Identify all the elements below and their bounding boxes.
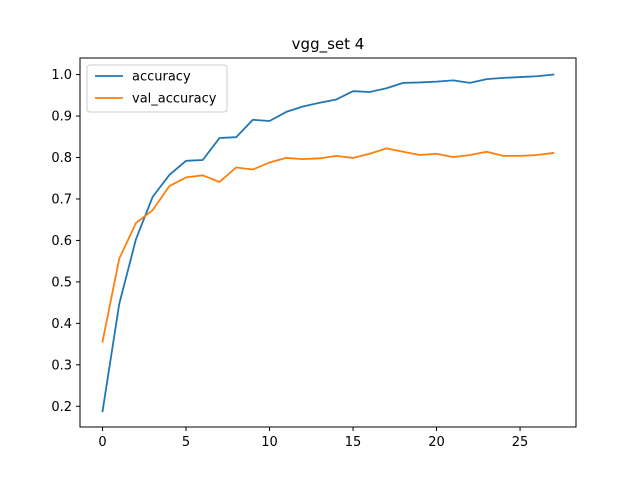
x-tick-label: 5 [182,435,190,450]
x-tick-label: 0 [98,435,106,450]
y-tick-label: 0.4 [51,317,72,332]
legend-label-accuracy: accuracy [132,70,191,85]
x-tick-label: 25 [512,435,529,450]
y-tick-label: 0.9 [51,110,72,125]
x-tick-label: 20 [428,435,445,450]
x-tick-label: 10 [261,435,278,450]
axes-frame [79,57,577,428]
legend: accuracy val_accuracy [86,64,228,113]
series-line-val_accuracy [101,147,555,343]
y-tick-label: 0.8 [51,151,72,166]
legend-label-val_accuracy: val_accuracy [132,92,217,107]
plot-area [101,73,555,413]
y-tick-label: 0.2 [51,400,72,415]
y-tick-label: 0.6 [51,234,72,249]
y-tick-label: 0.7 [51,192,72,207]
y-tick-label: 0.5 [51,275,72,290]
series-line-accuracy [101,73,555,413]
y-tick-label: 1.0 [51,68,72,83]
axes: 0 5 10 15 20 25 0.2 0.3 0.4 0.5 0.6 0.7 0.8 0.9 1.0 [51,57,577,450]
chart-title: vgg_set 4 [292,35,365,54]
y-tick-label: 0.3 [51,358,72,373]
x-tick-label: 15 [345,435,362,450]
